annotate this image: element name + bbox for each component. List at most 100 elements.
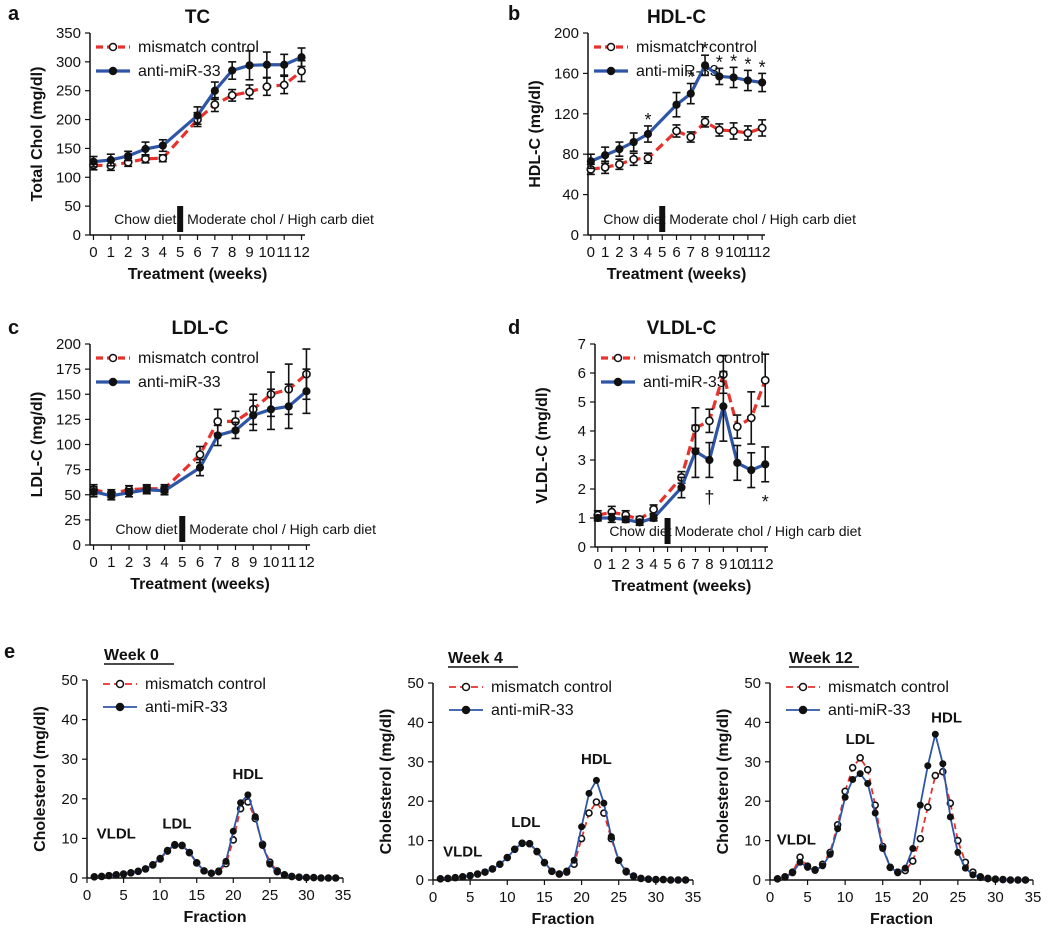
data-point xyxy=(600,162,610,172)
y-tick-label: 350 xyxy=(56,25,81,42)
legend-swatch-marker xyxy=(798,682,808,692)
x-tick-label: 2 xyxy=(622,556,630,573)
data-point xyxy=(213,416,223,426)
y-tick-label: 40 xyxy=(407,714,424,731)
series-mismatch-control xyxy=(586,116,767,176)
data-point xyxy=(886,863,894,871)
data-point xyxy=(1014,876,1022,884)
x-tick-label: 8 xyxy=(231,554,239,571)
y-tick-label: 50 xyxy=(744,675,761,692)
legend-swatch-marker xyxy=(108,353,118,363)
data-point xyxy=(757,123,767,133)
x-tick-label: 5 xyxy=(466,889,474,906)
y-tick-label: 30 xyxy=(407,754,424,771)
data-point xyxy=(643,129,653,139)
data-point xyxy=(231,426,240,435)
x-tick-label: 0 xyxy=(83,887,91,904)
legend-item-mismatch-control: mismatch control xyxy=(594,39,757,56)
legend-label: mismatch control xyxy=(491,679,612,696)
y-tick-label: 0 xyxy=(578,539,586,556)
data-point xyxy=(215,867,223,875)
x-tick-label: 0 xyxy=(429,889,437,906)
x-tick-label: 5 xyxy=(658,244,666,261)
x-axis-label: Fraction xyxy=(531,911,594,928)
y-tick-label: 75 xyxy=(64,462,81,479)
significance-mark: * xyxy=(744,54,751,74)
data-point xyxy=(841,793,849,801)
data-point xyxy=(743,128,753,138)
data-point xyxy=(667,876,675,884)
x-tick-label: 4 xyxy=(160,554,168,571)
x-tick-label: 25 xyxy=(610,889,627,906)
legend-label: mismatch control xyxy=(138,350,259,367)
y-tick-label: 10 xyxy=(744,833,761,850)
legend-swatch-marker xyxy=(115,702,125,712)
y-tick-label: 50 xyxy=(407,675,424,692)
data-point xyxy=(185,848,193,856)
peak-label-vldl: VLDL xyxy=(443,843,482,860)
peak-label-ldl: LDL xyxy=(846,731,875,748)
data-point xyxy=(931,771,940,780)
data-point xyxy=(193,111,202,120)
y-tick-label: 10 xyxy=(61,830,78,847)
x-tick-label: 30 xyxy=(298,887,315,904)
y-tick-label: 5 xyxy=(578,394,586,411)
x-tick-label: 10 xyxy=(725,244,742,261)
data-point xyxy=(244,791,252,799)
data-point xyxy=(705,416,714,426)
chart-title: TC xyxy=(185,7,211,28)
legend-item-anti-miR-33: anti-miR-33 xyxy=(103,699,228,716)
data-point xyxy=(171,840,179,848)
significance-mark: * xyxy=(759,57,766,77)
data-point xyxy=(916,801,924,809)
x-tick-label: 25 xyxy=(262,887,279,904)
legend-item-anti-miR-33: anti-miR-33 xyxy=(96,374,221,391)
x-tick-label: 2 xyxy=(124,244,132,261)
panel-letter: c xyxy=(8,317,19,339)
data-point xyxy=(585,789,593,797)
data-point xyxy=(729,73,738,82)
data-point xyxy=(195,463,205,472)
y-tick-label: 0 xyxy=(416,872,424,889)
data-point xyxy=(436,875,444,883)
data-point xyxy=(288,873,296,881)
y-tick-label: 40 xyxy=(744,714,761,731)
y-tick-label: 40 xyxy=(562,187,579,204)
data-point xyxy=(200,867,208,875)
y-tick-label: 0 xyxy=(73,227,81,244)
chart-e4: 0 10 20 30 40 50 0 5 10 15 20 25 30 35 Fraction Week 4 C… xyxy=(378,650,701,928)
data-point xyxy=(848,763,857,772)
x-tick-label: 10 xyxy=(259,244,276,261)
peak-label-vldl: VLDL xyxy=(777,832,816,849)
y-tick-label: 150 xyxy=(56,386,81,403)
data-point xyxy=(163,846,171,854)
x-tick-label: 35 xyxy=(1025,889,1042,906)
x-tick-label: 12 xyxy=(757,556,774,573)
data-point xyxy=(629,137,638,147)
legend-label: anti-miR-33 xyxy=(491,702,574,719)
series-anti-miR-33 xyxy=(593,370,770,527)
data-point xyxy=(849,776,857,784)
legend-swatch-marker xyxy=(461,682,471,692)
series-line xyxy=(93,390,308,498)
x-tick-label: 6 xyxy=(196,554,204,571)
data-point xyxy=(210,100,220,109)
y-tick-label: 100 xyxy=(56,437,81,454)
data-point xyxy=(451,874,459,882)
x-axis-label: Treatment (weeks) xyxy=(128,266,268,283)
data-point xyxy=(273,868,281,876)
series-anti-miR-33 xyxy=(586,54,767,170)
data-point xyxy=(324,874,332,882)
y-tick-label: 150 xyxy=(56,140,81,157)
x-tick-label: 10 xyxy=(152,887,169,904)
data-point xyxy=(466,872,474,880)
x-tick-label: 0 xyxy=(587,244,595,261)
legend-label: anti-miR-33 xyxy=(643,374,726,391)
data-point xyxy=(630,872,638,880)
x-tick-label: 4 xyxy=(649,556,657,573)
y-tick-label: 200 xyxy=(554,25,579,42)
data-point xyxy=(652,876,660,884)
y-tick-label: 7 xyxy=(578,336,586,353)
